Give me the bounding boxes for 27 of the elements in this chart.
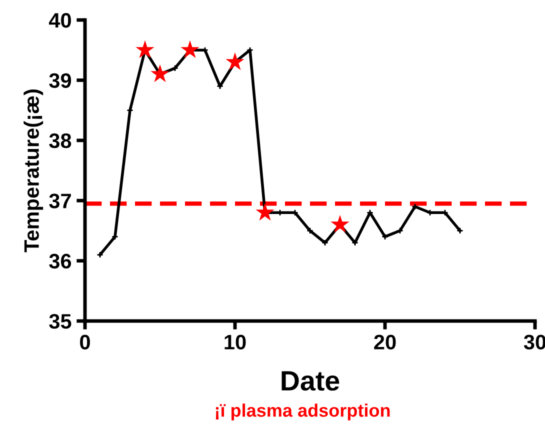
- point: [180, 40, 200, 58]
- x-tick-label: 20: [374, 334, 396, 350]
- x-tick-label: 10: [224, 334, 246, 350]
- x-axis-title: Date: [282, 371, 340, 391]
- y-tick-label: 36: [49, 254, 72, 269]
- y-axis-title: Temperature(¡æ): [24, 90, 44, 252]
- x-tick-label: 0: [80, 334, 90, 350]
- point: [396, 227, 404, 234]
- point: [322, 239, 328, 246]
- y-tick-label: 35: [49, 314, 72, 329]
- text: ¡ï plasma adsorption: [216, 404, 390, 420]
- y-tick-label: 37: [49, 194, 71, 208]
- y-tick-label: 39: [49, 73, 72, 88]
- y-tick-label: 40: [48, 13, 71, 28]
- point: [382, 233, 388, 240]
- point: [226, 52, 244, 70]
- point: [306, 227, 314, 234]
- point: [256, 202, 274, 221]
- point: [96, 251, 104, 258]
- point: [352, 239, 358, 246]
- point: [456, 227, 464, 234]
- point: [330, 214, 350, 233]
- y-tick-label: 38: [49, 133, 72, 148]
- point: [412, 203, 418, 210]
- point: [150, 64, 170, 82]
- point: [172, 64, 178, 72]
- point: [136, 40, 154, 58]
